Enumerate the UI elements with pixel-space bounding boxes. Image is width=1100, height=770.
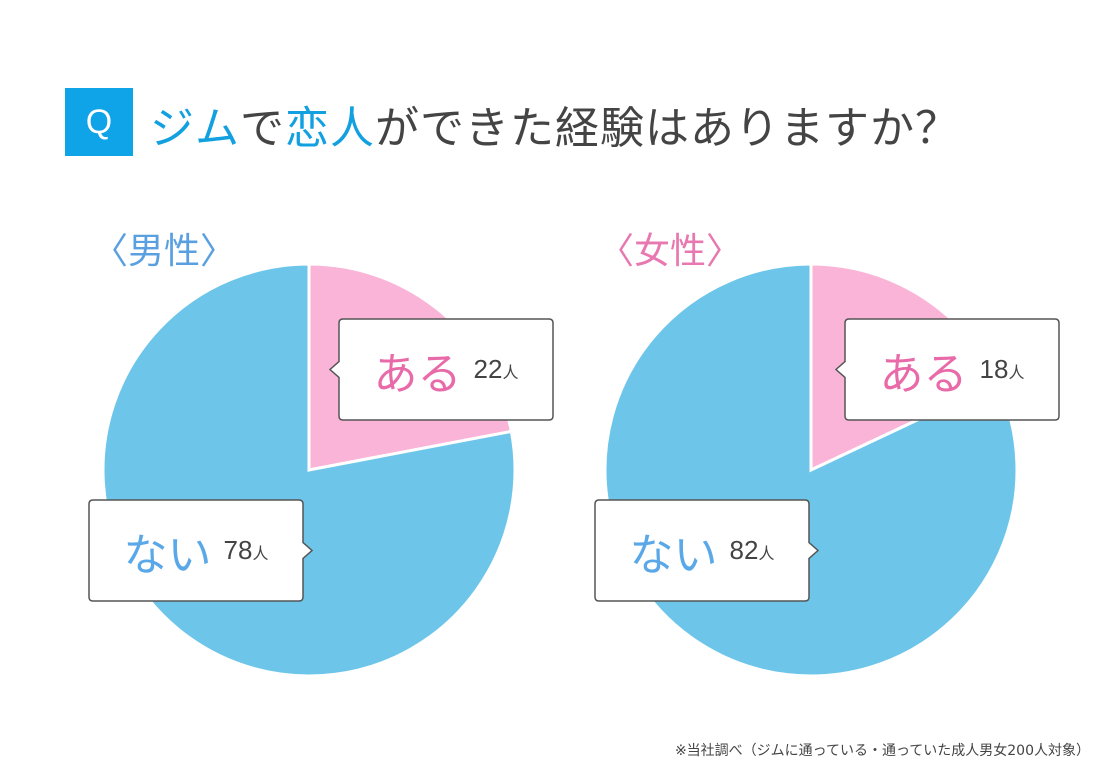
callout-box <box>594 499 820 602</box>
slice-label: ある <box>373 348 462 400</box>
female-chart-title: 〈女性〉 <box>598 231 743 272</box>
title-part: ができた経験はありますか？ <box>375 103 960 154</box>
callout-box <box>328 318 554 421</box>
callout-box <box>834 318 1060 421</box>
slice-label: ない <box>629 529 718 581</box>
page-title: ジムで恋人ができた経験はありますか？ <box>150 92 960 156</box>
callout-box <box>88 499 314 602</box>
unit-label: 人 <box>1008 365 1025 382</box>
unit-label: 人 <box>252 546 269 563</box>
title-part: で <box>240 103 285 154</box>
male-chart-title: 〈男性〉 <box>92 231 237 272</box>
slice-label: ない <box>123 529 212 581</box>
female-nai-callout: ない 82人 <box>595 500 809 601</box>
data-label: 18 <box>979 354 1009 384</box>
unit-label: 人 <box>758 546 775 563</box>
male-aru-callout: ある 22人 <box>339 319 553 420</box>
title-part: 恋人 <box>285 103 375 154</box>
question-badge: Q <box>65 88 133 156</box>
female-aru-callout: ある 18人 <box>845 319 1059 420</box>
title-part: ジム <box>150 103 240 154</box>
data-label: 22 <box>473 354 503 384</box>
data-label: 78 <box>223 535 253 565</box>
slice-label: ある <box>879 348 968 400</box>
male-nai-callout: ない 78人 <box>89 500 303 601</box>
unit-label: 人 <box>502 365 519 382</box>
data-label: 82 <box>729 535 759 565</box>
footnote: ※当社調べ（ジムに通っている・通っていた成人男女200人対象） <box>674 743 1090 759</box>
